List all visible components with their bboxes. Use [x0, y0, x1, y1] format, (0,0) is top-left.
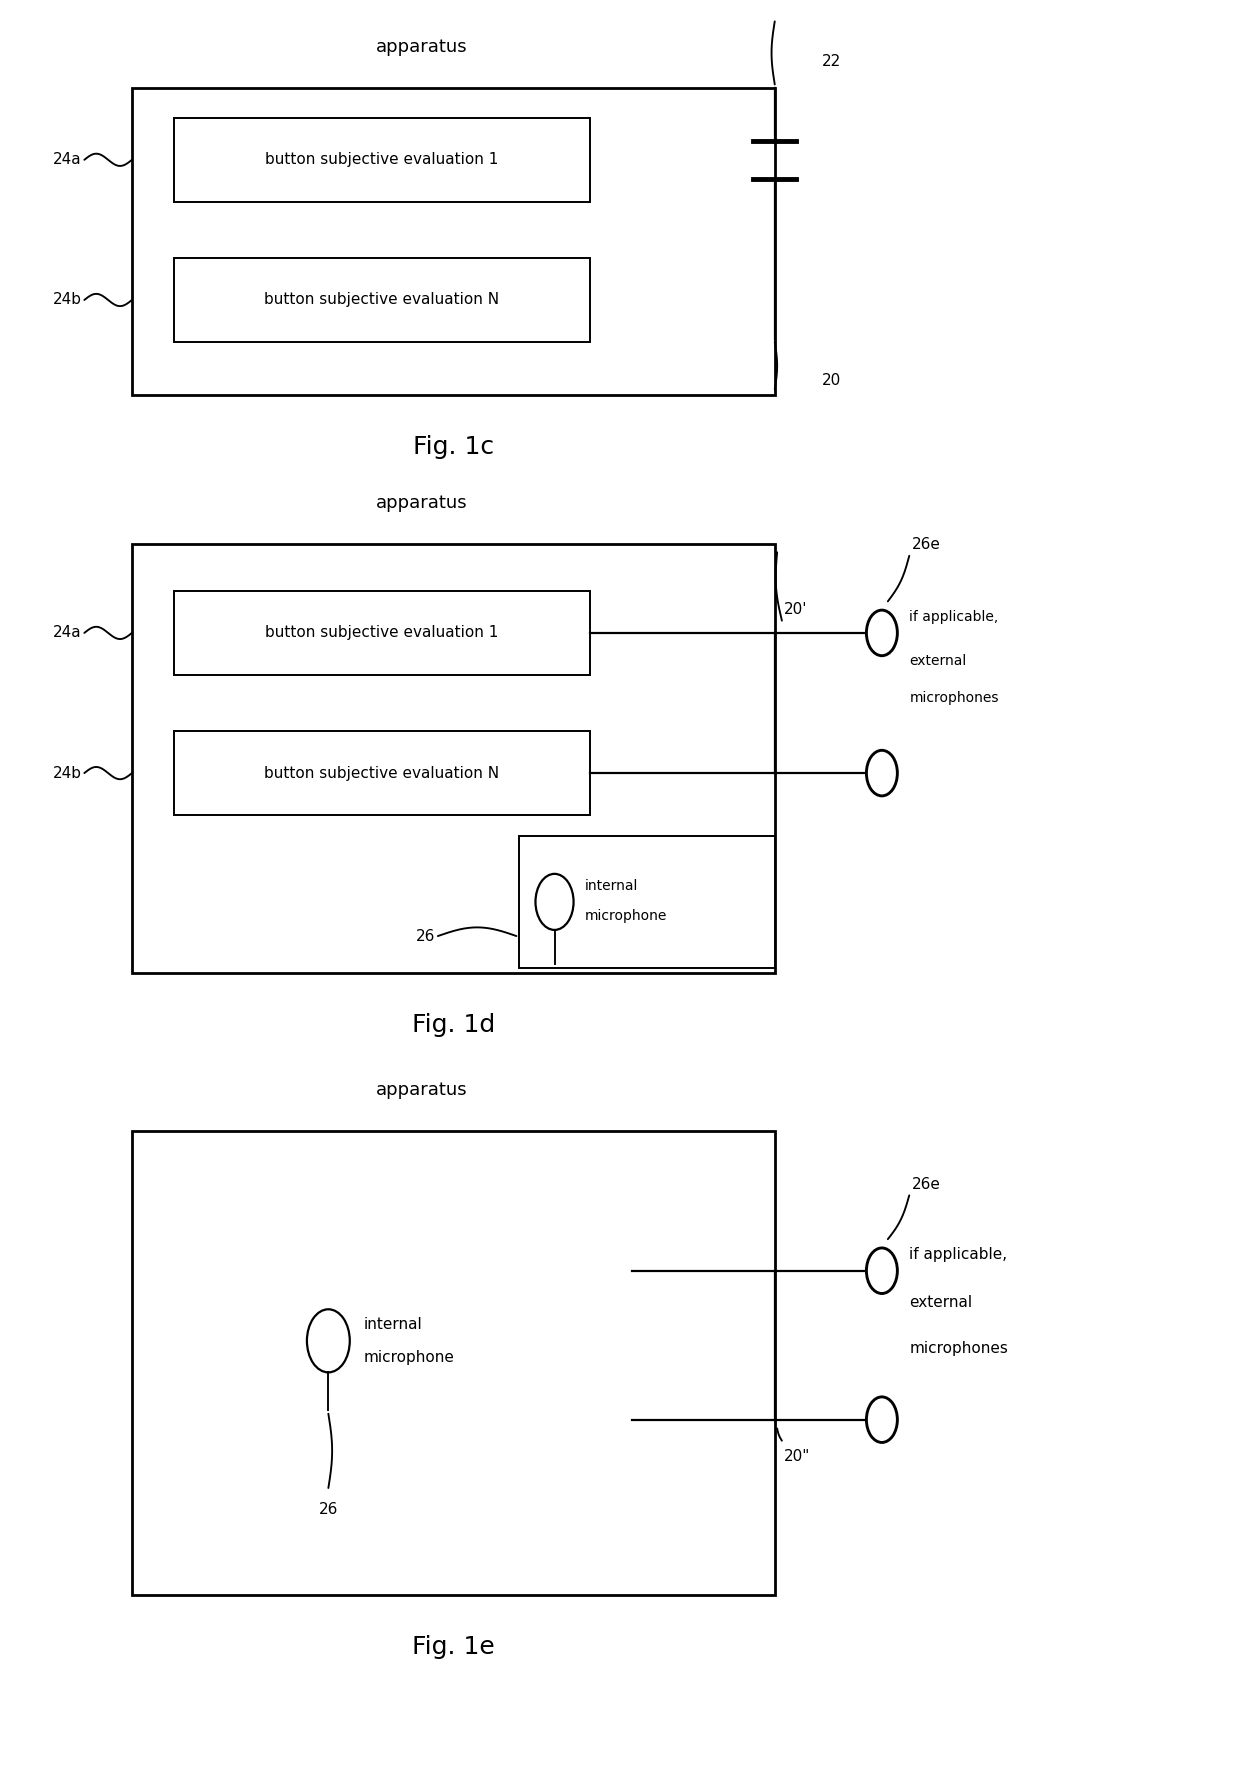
- Text: microphone: microphone: [365, 1350, 455, 1364]
- Bar: [174, 257, 590, 342]
- Text: Fig. 1d: Fig. 1d: [412, 1014, 495, 1037]
- Bar: [131, 88, 775, 395]
- Text: external: external: [909, 1295, 972, 1311]
- Text: apparatus: apparatus: [376, 493, 467, 511]
- Text: 24a: 24a: [53, 626, 82, 640]
- Text: apparatus: apparatus: [376, 38, 467, 57]
- Text: if applicable,: if applicable,: [909, 610, 998, 624]
- Text: microphones: microphones: [909, 1341, 1008, 1355]
- Text: microphones: microphones: [909, 690, 998, 704]
- Text: 26e: 26e: [911, 538, 940, 552]
- Text: Fig. 1e: Fig. 1e: [412, 1636, 495, 1659]
- Text: 24a: 24a: [53, 152, 82, 168]
- Bar: [174, 118, 590, 202]
- Text: Fig. 1c: Fig. 1c: [413, 434, 494, 460]
- Text: button subjective evaluation N: button subjective evaluation N: [264, 765, 500, 781]
- Text: 20": 20": [784, 1450, 811, 1464]
- Text: 26e: 26e: [911, 1177, 940, 1193]
- Bar: [131, 1130, 775, 1595]
- Text: apparatus: apparatus: [376, 1082, 467, 1100]
- Text: 26: 26: [319, 1502, 339, 1516]
- Text: button subjective evaluation 1: button subjective evaluation 1: [265, 152, 498, 168]
- Text: microphone: microphone: [584, 908, 667, 923]
- Text: 26: 26: [417, 928, 435, 944]
- Text: button subjective evaluation N: button subjective evaluation N: [264, 293, 500, 308]
- Text: 22: 22: [822, 54, 842, 70]
- Text: internal: internal: [365, 1318, 423, 1332]
- Text: 24b: 24b: [53, 293, 82, 308]
- Text: button subjective evaluation 1: button subjective evaluation 1: [265, 626, 498, 640]
- Text: internal: internal: [584, 880, 637, 894]
- Bar: [174, 590, 590, 676]
- Text: if applicable,: if applicable,: [909, 1246, 1007, 1262]
- Text: 20': 20': [784, 603, 807, 617]
- Bar: [131, 544, 775, 973]
- Text: 20: 20: [822, 374, 842, 388]
- Text: 24b: 24b: [53, 765, 82, 781]
- Text: external: external: [909, 654, 966, 669]
- Bar: [518, 837, 775, 967]
- Bar: [174, 731, 590, 815]
